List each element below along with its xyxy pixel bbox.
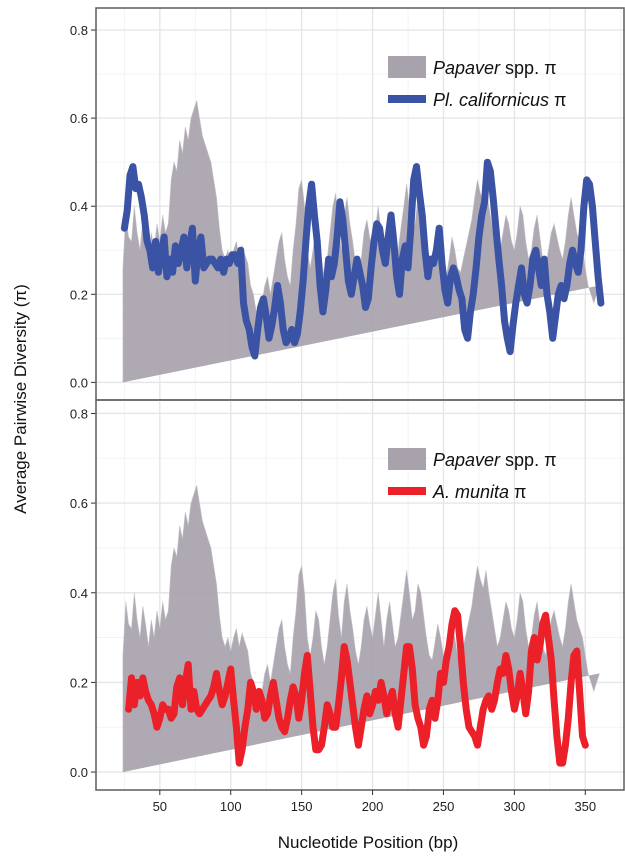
y-tick-label: 0.4 <box>70 586 88 601</box>
y-tick-label: 0.2 <box>70 287 88 302</box>
legend-label-italic: Papaver <box>433 58 501 78</box>
legend-swatch-area <box>388 448 426 470</box>
legend-swatch-line <box>388 487 426 495</box>
californicus-line <box>120 158 605 360</box>
legend-label-italic: Pl. californicus <box>433 90 549 110</box>
x-tick-label: 100 <box>220 799 242 814</box>
legend-label: Papaver spp. π <box>433 450 557 470</box>
y-tick-label: 0.8 <box>70 406 88 421</box>
y-tick-label: 0.4 <box>70 199 88 214</box>
y-tick-label: 0.6 <box>70 111 88 126</box>
x-tick-label: 50 <box>153 799 167 814</box>
legend-label-rest: spp. π <box>500 450 556 470</box>
x-tick-label: 250 <box>433 799 455 814</box>
x-tick-label: 350 <box>574 799 596 814</box>
x-tick-label: 300 <box>504 799 526 814</box>
legend-swatch-area <box>388 56 426 78</box>
y-tick-label: 0.8 <box>70 23 88 38</box>
y-axis-title: Average Pairwise Diversity (π) <box>11 284 30 514</box>
legend-label-italic: Papaver <box>433 450 501 470</box>
legend-label: Papaver spp. π <box>433 58 557 78</box>
y-tick-label: 0.0 <box>70 765 88 780</box>
x-axis: 50 100 150 200 250 300 350 <box>153 790 596 814</box>
panel-border <box>95 399 625 791</box>
legend-label-italic: A. munita <box>432 482 509 502</box>
legend-label-rest: π <box>549 90 566 110</box>
panel-top: 0.0 0.2 0.4 0.6 0.8 Papaver spp. π Pl. califor… <box>70 7 625 401</box>
x-tick-label: 150 <box>291 799 313 814</box>
legend-label-rest: spp. π <box>500 58 556 78</box>
legend-label: Pl. californicus π <box>433 90 566 110</box>
x-axis-title: Nucleotide Position (bp) <box>278 833 458 852</box>
legend-swatch-line <box>388 95 426 103</box>
y-tick-label: 0.6 <box>70 496 88 511</box>
legend-label: A. munita π <box>432 482 526 502</box>
y-tick-label: 0.2 <box>70 675 88 690</box>
legend-label-rest: π <box>509 482 526 502</box>
papaver-area <box>122 485 600 773</box>
x-tick-label: 200 <box>362 799 384 814</box>
panel-bottom: 0.0 0.2 0.4 0.6 0.8 Papaver spp. π A. munita π <box>70 399 625 791</box>
munita-line <box>125 607 589 767</box>
y-tick-label: 0.0 <box>70 375 88 390</box>
